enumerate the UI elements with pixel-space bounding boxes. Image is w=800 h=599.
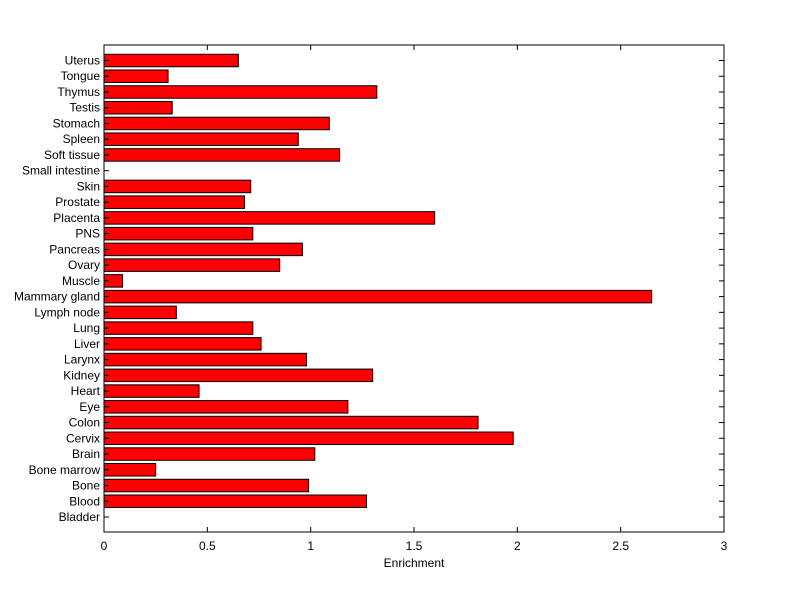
bar-mammary-gland xyxy=(103,289,653,304)
y-tick-label-liver: Liver xyxy=(74,337,100,351)
y-tick-label-thymus: Thymus xyxy=(57,85,100,99)
y-tick-label-muscle: Muscle xyxy=(62,274,100,288)
y-tick-label-spleen: Spleen xyxy=(63,132,100,146)
plot-frame xyxy=(103,44,725,533)
y-tick-label-pancreas: Pancreas xyxy=(49,242,100,256)
y-tick-label-stomach: Stomach xyxy=(53,116,100,130)
y-tick-label-colon: Colon xyxy=(69,416,100,430)
bar-uterus xyxy=(103,53,239,68)
y-tick-label-placenta: Placenta xyxy=(53,211,100,225)
bar-kidney xyxy=(103,368,374,383)
y-tick-label-lymph-node: Lymph node xyxy=(34,305,100,319)
bar-liver xyxy=(103,337,262,351)
y-tick-label-bladder: Bladder xyxy=(59,510,100,524)
bar-thymus xyxy=(103,85,378,99)
bar-skin xyxy=(103,179,252,194)
y-tick-label-tongue: Tongue xyxy=(61,69,101,83)
y-tick-label-prostate: Prostate xyxy=(55,195,100,209)
bar-testis xyxy=(103,100,173,115)
y-tick-label-heart: Heart xyxy=(71,384,101,398)
x-axis-title: Enrichment xyxy=(384,556,445,570)
y-tick-label-kidney: Kidney xyxy=(63,368,100,382)
bar-ovary xyxy=(103,258,281,272)
bar-blood xyxy=(103,494,367,509)
bar-prostate xyxy=(103,195,246,209)
x-tick-label: 0.5 xyxy=(199,539,216,553)
y-tick-label-pns: PNS xyxy=(75,227,100,241)
y-tick-label-larynx: Larynx xyxy=(64,353,100,367)
x-tick-label: 1 xyxy=(307,539,314,553)
y-tick-label-bone-marrow: Bone marrow xyxy=(29,463,101,477)
y-tick-label-blood: Blood xyxy=(69,494,100,508)
bar-larynx xyxy=(103,352,308,367)
y-tick-label-soft-tissue: Soft tissue xyxy=(44,148,100,162)
x-tick-label: 3 xyxy=(721,539,728,553)
bar-brain xyxy=(103,447,316,461)
bar-soft-tissue xyxy=(103,148,341,162)
y-tick-label-cervix: Cervix xyxy=(66,431,100,445)
bar-eye xyxy=(103,400,349,414)
y-tick-label-ovary: Ovary xyxy=(68,258,100,272)
bar-lymph-node xyxy=(103,305,177,320)
bar-stomach xyxy=(103,116,330,131)
y-tick-label-mammary-gland: Mammary gland xyxy=(14,290,100,304)
bar-spleen xyxy=(103,132,299,146)
y-tick-label-small-intestine: Small intestine xyxy=(22,164,100,178)
bar-tongue xyxy=(103,69,169,83)
bar-bone-marrow xyxy=(103,463,157,477)
bar-bone xyxy=(103,478,310,493)
x-tick-label: 0 xyxy=(101,539,108,553)
y-tick-label-bone: Bone xyxy=(72,479,100,493)
bar-pns xyxy=(103,226,254,241)
y-tick-label-uterus: Uterus xyxy=(65,54,100,68)
bar-lung xyxy=(103,321,254,335)
x-tick-label: 1.5 xyxy=(406,539,423,553)
bar-placenta xyxy=(103,211,436,225)
bar-cervix xyxy=(103,431,514,446)
bar-pancreas xyxy=(103,242,303,257)
y-tick-label-skin: Skin xyxy=(77,179,100,193)
x-tick-label: 2 xyxy=(514,539,521,553)
y-tick-label-lung: Lung xyxy=(73,321,100,335)
y-tick-label-eye: Eye xyxy=(79,400,100,414)
x-tick-label: 2.5 xyxy=(612,539,629,553)
bar-colon xyxy=(103,415,479,430)
y-tick-label-brain: Brain xyxy=(72,447,100,461)
bar-heart xyxy=(103,384,200,398)
y-tick-label-testis: Testis xyxy=(69,101,100,115)
